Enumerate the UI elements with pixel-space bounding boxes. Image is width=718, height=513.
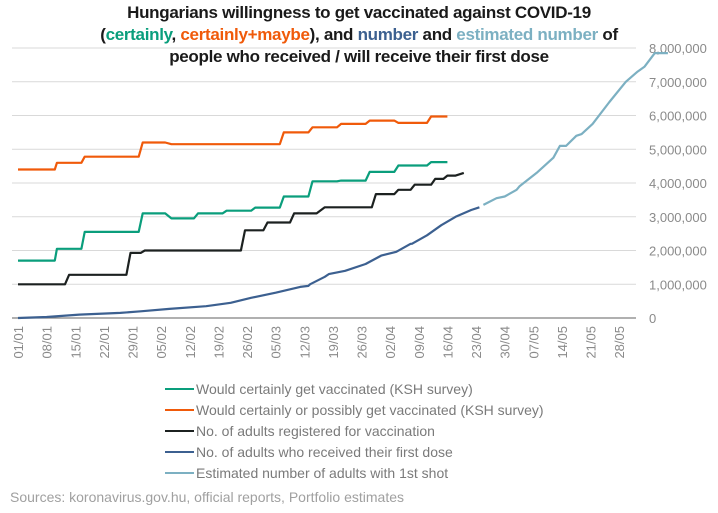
title-part: ( [100,25,106,44]
title-part: estimated number [456,25,598,44]
legend-item: Estimated number of adults with 1st shot [165,462,544,483]
y-axis: 0 1,000,000 2,000,000 3,000,000 4,000,000 5,0… [649,41,707,326]
x-tick-label: 05/02 [154,326,169,359]
source-note: Sources: koronavirus.gov.hu, official re… [10,489,404,505]
legend-item: Would certainly get vaccinated (KSH surv… [165,378,544,399]
title-part: ), and [309,25,358,44]
x-tick-label: 08/01 [40,326,55,359]
y-tick-label: 0 [649,311,656,326]
legend-label: No. of adults registered for vaccination [196,422,435,439]
x-tick-label: 01/01 [11,326,26,359]
title-line-1: Hungarians willingness to get vaccinated… [127,3,591,22]
series-line-5 [482,52,668,206]
legend-item: Would certainly or possibly get vaccinat… [165,399,544,420]
title-part: certainly+maybe [180,25,310,44]
title-part: certainly [105,25,172,44]
x-tick-label: 16/04 [440,326,455,359]
x-tick-label: 02/04 [383,326,398,359]
x-tick-label: 14/05 [555,326,570,359]
series-line-3 [18,171,465,286]
x-tick-label: 15/01 [68,326,83,359]
series-lines [17,52,668,320]
chart-title: Hungarians willingness to get vaccinated… [0,2,718,68]
legend-label: Estimated number of adults with 1st shot [196,464,449,481]
x-tick-label: 19/03 [326,326,341,359]
x-tick-label: 28/05 [612,326,627,359]
x-tick-label: 26/02 [240,326,255,359]
title-part: and [418,25,457,44]
y-tick-label: 5,000,000 [649,142,707,157]
x-tick-label: 23/04 [469,326,484,359]
x-tick-label: 12/02 [183,326,198,359]
legend-label: No. of adults who received their first d… [196,443,453,460]
x-tick-label: 05/03 [269,326,284,359]
legend-label: Would certainly or possibly get vaccinat… [196,401,544,418]
x-tick-label: 29/01 [126,326,141,359]
x-tick-label: 22/01 [97,326,112,359]
legend-swatch [165,471,194,474]
title-part: of [597,25,618,44]
gridlines [12,47,636,319]
legend-swatch [165,450,194,453]
title-part: number [357,25,419,44]
x-tick-label: 07/05 [526,326,541,359]
y-tick-label: 2,000,000 [649,244,707,259]
x-tick-label: 12/03 [297,326,312,359]
legend-swatch [165,408,194,411]
legend-label: Would certainly get vaccinated (KSH surv… [196,380,473,397]
y-tick-label: 7,000,000 [649,75,707,90]
title-line-3: people who received / will receive their… [169,47,549,66]
legend-item: No. of adults who received their first d… [165,441,544,462]
legend: Would certainly get vaccinated (KSH surv… [165,378,544,483]
series-line-2 [18,115,448,171]
x-tick-label: 19/02 [211,326,226,359]
x-tick-label: 26/03 [355,326,370,359]
y-tick-label: 4,000,000 [649,176,707,191]
y-tick-label: 3,000,000 [649,210,707,225]
x-tick-label: 09/04 [412,326,427,359]
title-line-2: (certainly, certainly+maybe), and number… [0,24,718,46]
title-part: , [171,25,181,44]
x-tick-label: 21/05 [584,326,599,359]
y-tick-label: 6,000,000 [649,109,707,124]
x-tick-label: 30/04 [498,326,513,359]
series-line-4 [17,206,480,320]
x-axis: 01/01 08/01 15/01 22/01 29/01 05/02 12/02 19/02… [11,326,627,359]
series-line-1 [18,161,448,262]
legend-swatch [165,387,194,390]
y-tick-label: 1,000,000 [649,277,707,292]
legend-swatch [165,429,194,432]
legend-item: No. of adults registered for vaccination [165,420,544,441]
